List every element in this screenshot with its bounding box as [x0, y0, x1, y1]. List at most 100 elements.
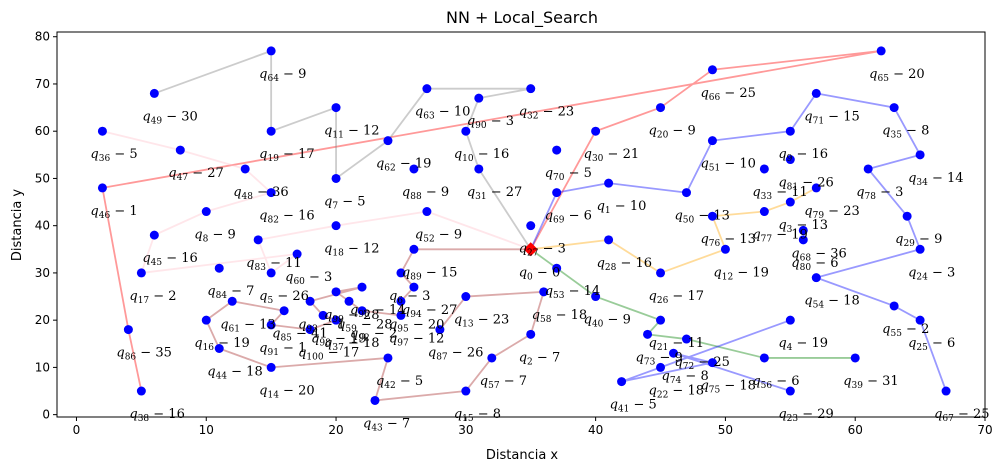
route-line-7 — [205, 248, 545, 402]
point-label-55: q55 − 2 — [882, 322, 929, 339]
customer-point-1 — [604, 178, 614, 188]
x-tick-label: 60 — [848, 423, 863, 437]
y-tick-label: 30 — [35, 266, 50, 280]
customer-point-41 — [617, 377, 627, 387]
customer-point-56 — [759, 353, 769, 363]
point-label-6: q6 − 3 — [389, 289, 431, 306]
customer-point-42 — [383, 353, 393, 363]
customer-point-77 — [759, 207, 769, 217]
customer-point-95 — [396, 296, 406, 306]
y-axis-label: Distancia y — [10, 189, 25, 262]
point-label-83: q83 − 11 — [246, 256, 301, 273]
point-label-93: q93 − 1 — [298, 317, 345, 334]
customer-point-16 — [201, 315, 211, 325]
y-tick-label: 60 — [35, 124, 50, 138]
x-tick-label: 10 — [199, 423, 214, 437]
point-label-15: q15 − 8 — [454, 407, 501, 424]
route-line-4 — [530, 187, 817, 274]
customer-point-23 — [785, 386, 795, 396]
point-label-95: q95 − 20 — [389, 317, 444, 334]
point-label-36: q36 − 5 — [90, 147, 137, 164]
customer-point-37 — [331, 315, 341, 325]
customer-point-71 — [811, 88, 821, 98]
point-label-17: q17 − 2 — [129, 289, 176, 306]
customer-point-40 — [591, 292, 601, 302]
x-tick-label: 40 — [588, 423, 603, 437]
customer-point-54 — [811, 273, 821, 283]
point-label-59: q59 − 28 — [337, 317, 392, 334]
point-label-70: q70 − 5 — [545, 166, 592, 183]
customer-point-92 — [357, 306, 367, 316]
customer-point-65 — [876, 46, 886, 56]
point-label-43: q43 − 7 — [363, 416, 410, 433]
customer-point-75 — [707, 358, 717, 368]
point-label-30: q30 − 21 — [584, 147, 639, 164]
point-label-97: q97 − 12 — [389, 331, 444, 348]
customer-point-67 — [941, 386, 951, 396]
customer-point-5 — [266, 268, 276, 278]
point-label-20: q20 − 9 — [649, 124, 696, 141]
point-label-54: q54 − 18 — [804, 294, 859, 311]
customer-point-84 — [214, 263, 224, 273]
y-tick-label: 10 — [35, 360, 50, 374]
point-label-64: q64 − 9 — [259, 67, 306, 84]
customer-point-90 — [474, 93, 484, 103]
point-label-84: q84 − 7 — [207, 284, 254, 301]
customer-point-19 — [266, 126, 276, 136]
point-label-90: q90 − 3 — [467, 114, 514, 131]
point-label-38: q38 − 16 — [129, 407, 184, 424]
customer-point-88 — [409, 164, 419, 174]
customer-point-21 — [656, 315, 666, 325]
point-label-87: q87 − 26 — [428, 346, 483, 363]
customer-point-93 — [305, 296, 315, 306]
point-label-78: q78 − 3 — [856, 185, 903, 202]
customer-point-45 — [149, 230, 159, 240]
point-label-72: q72 − 25 — [674, 355, 729, 372]
point-label-24: q24 − 3 — [908, 265, 955, 282]
point-label-41: q41 − 5 — [610, 398, 657, 415]
customer-point-26 — [656, 268, 666, 278]
route-line-2 — [154, 49, 532, 250]
customer-point-20 — [656, 103, 666, 113]
customer-point-15 — [461, 386, 471, 396]
point-label-35: q35 − 8 — [882, 124, 929, 141]
customer-point-48 — [240, 164, 250, 174]
customer-point-44 — [214, 344, 224, 354]
point-label-45: q45 − 16 — [142, 251, 197, 268]
point-label-67: q67 − 25 — [934, 407, 989, 424]
point-label-74: q74 − 8 — [662, 369, 709, 386]
point-label-79: q79 − 23 — [804, 204, 859, 221]
customer-point-66 — [707, 65, 717, 75]
point-label-4: q4 − 19 — [778, 336, 828, 353]
point-label-34: q34 − 14 — [908, 171, 963, 188]
y-tick-label: 20 — [35, 313, 50, 327]
x-tick-label: 0 — [73, 423, 81, 437]
customer-point-33 — [759, 164, 769, 174]
customer-point-96 — [357, 282, 367, 292]
point-label-2: q2 − 7 — [519, 350, 561, 367]
point-label-33: q33 − 11 — [752, 185, 807, 202]
customer-point-87 — [435, 325, 445, 335]
point-label-73: q73 − 9 — [636, 350, 683, 367]
point-label-19: q19 − 17 — [259, 147, 314, 164]
customer-point-32 — [526, 84, 536, 94]
customer-point-72 — [681, 334, 691, 344]
customer-point-76 — [707, 211, 717, 221]
customer-point-73 — [643, 329, 653, 339]
point-label-86: q86 − 35 — [116, 346, 171, 363]
point-label-39: q39 − 31 — [843, 374, 898, 391]
customer-point-38 — [136, 386, 146, 396]
customer-points — [97, 46, 951, 405]
customer-point-27 — [526, 221, 536, 231]
point-label-77: q77 − 19 — [752, 228, 807, 245]
point-label-23: q23 − 29 — [778, 407, 833, 424]
customer-point-49 — [149, 88, 159, 98]
point-label-57: q57 − 7 — [480, 374, 527, 391]
point-label-98: q98 − 19 — [311, 331, 366, 348]
point-label-50: q50 − 13 — [674, 209, 729, 226]
customer-point-7 — [331, 173, 341, 183]
x-tick-label: 50 — [718, 423, 733, 437]
point-label-76: q76 − 13 — [700, 232, 755, 249]
customer-point-46 — [97, 183, 107, 193]
point-label-31: q31 − 27 — [467, 185, 522, 202]
